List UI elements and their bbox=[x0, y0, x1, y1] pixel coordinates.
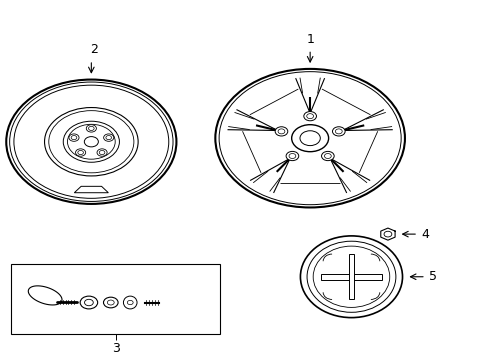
Text: 5: 5 bbox=[428, 270, 436, 283]
Bar bbox=[320, 274, 381, 280]
Circle shape bbox=[86, 125, 96, 132]
Polygon shape bbox=[74, 186, 108, 193]
Circle shape bbox=[383, 231, 391, 237]
Bar bbox=[348, 254, 354, 299]
Circle shape bbox=[278, 129, 285, 134]
Circle shape bbox=[103, 297, 118, 308]
Text: 1: 1 bbox=[305, 33, 313, 46]
Ellipse shape bbox=[312, 246, 389, 307]
Ellipse shape bbox=[300, 236, 402, 318]
Circle shape bbox=[106, 136, 111, 140]
Circle shape bbox=[80, 296, 98, 309]
Circle shape bbox=[76, 149, 85, 156]
Text: 3: 3 bbox=[111, 342, 120, 355]
Circle shape bbox=[324, 153, 330, 158]
Circle shape bbox=[99, 150, 104, 154]
Circle shape bbox=[335, 129, 342, 134]
Circle shape bbox=[71, 136, 77, 140]
Circle shape bbox=[299, 131, 320, 145]
Ellipse shape bbox=[123, 296, 137, 309]
Circle shape bbox=[303, 112, 316, 121]
Circle shape bbox=[285, 152, 298, 161]
Circle shape bbox=[288, 153, 295, 158]
Circle shape bbox=[78, 150, 83, 154]
Circle shape bbox=[306, 114, 313, 119]
Circle shape bbox=[88, 126, 94, 130]
Circle shape bbox=[321, 152, 333, 161]
Bar bbox=[11, 264, 220, 334]
Circle shape bbox=[84, 299, 93, 306]
Circle shape bbox=[291, 125, 328, 152]
Circle shape bbox=[275, 127, 287, 136]
Circle shape bbox=[215, 69, 404, 207]
Circle shape bbox=[127, 300, 133, 305]
Circle shape bbox=[84, 136, 98, 147]
Circle shape bbox=[69, 134, 79, 141]
Polygon shape bbox=[380, 228, 394, 240]
Text: 2: 2 bbox=[90, 44, 98, 57]
Circle shape bbox=[107, 300, 114, 305]
Polygon shape bbox=[28, 286, 62, 305]
Circle shape bbox=[44, 108, 138, 176]
Circle shape bbox=[97, 149, 107, 156]
Circle shape bbox=[103, 134, 114, 141]
Circle shape bbox=[63, 121, 119, 162]
Circle shape bbox=[6, 80, 176, 204]
Text: 4: 4 bbox=[421, 228, 428, 240]
Circle shape bbox=[332, 127, 345, 136]
